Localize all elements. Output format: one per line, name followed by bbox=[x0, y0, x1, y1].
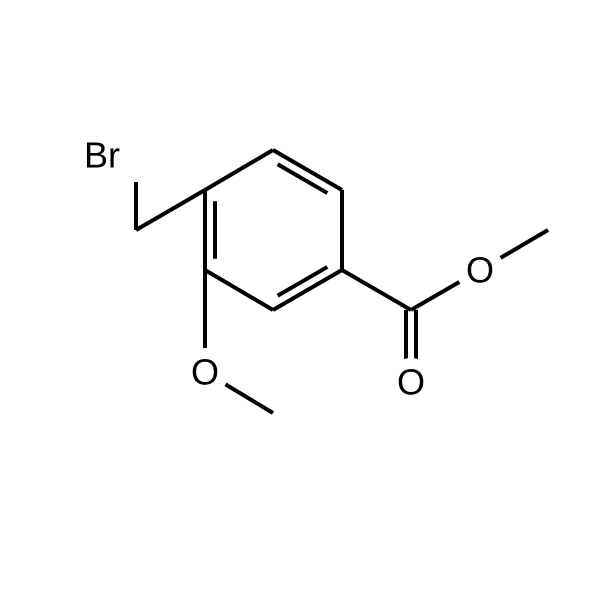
background bbox=[0, 0, 600, 600]
atom-label-o: O bbox=[191, 352, 219, 393]
atom-label-br: Br bbox=[84, 135, 120, 176]
atom-label-o: O bbox=[397, 362, 425, 403]
atom-label-o: O bbox=[466, 250, 494, 291]
molecule-diagram: Br O O O bbox=[0, 0, 600, 600]
